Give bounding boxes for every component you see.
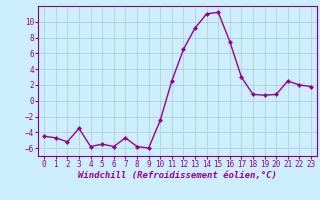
X-axis label: Windchill (Refroidissement éolien,°C): Windchill (Refroidissement éolien,°C) <box>78 171 277 180</box>
